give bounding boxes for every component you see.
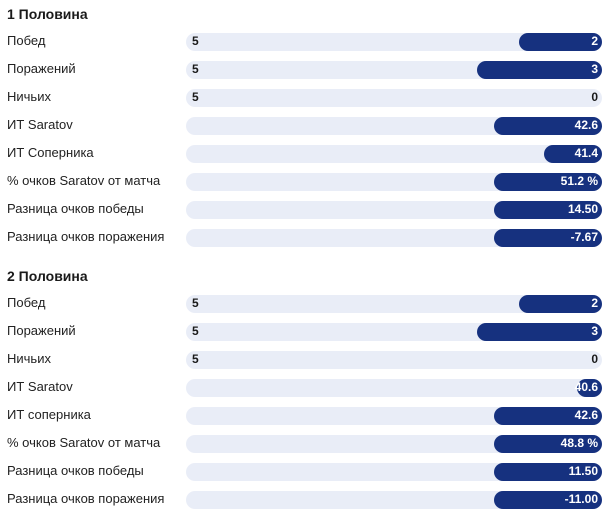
- stat-label: ИТ Saratov: [7, 379, 73, 394]
- games-count: 5: [192, 296, 199, 310]
- stat-bar-track: -11.00: [186, 491, 602, 509]
- games-count: 5: [192, 352, 199, 366]
- stat-row: ИТ Saratov 40.6: [0, 378, 607, 398]
- stat-label: Побед: [7, 33, 46, 48]
- stat-value: -11.00: [564, 492, 598, 506]
- stat-value: 11.50: [568, 464, 598, 478]
- stat-value: 3: [591, 62, 598, 76]
- stat-row: ИТ Saratov 42.6: [0, 116, 607, 136]
- stat-row: Разница очков победы 11.50: [0, 462, 607, 482]
- stat-value: 41.4: [574, 146, 598, 160]
- section-title: 1 Половина: [7, 6, 88, 22]
- stat-row: ИТ соперника 42.6: [0, 406, 607, 426]
- stat-label: % очков Saratov от матча: [7, 173, 161, 188]
- stat-row: Разница очков поражения -11.00: [0, 490, 607, 510]
- stat-row: Побед 5 2: [0, 32, 607, 52]
- stat-value: 2: [591, 296, 598, 310]
- stat-bar-fill: 11.50: [494, 463, 602, 481]
- stat-value: 2: [591, 34, 598, 48]
- stat-row: % очков Saratov от матча 51.2 %: [0, 172, 607, 192]
- games-count: 5: [192, 324, 199, 338]
- stat-bar-track: 42.6: [186, 117, 602, 135]
- stat-bar-fill: 42.6: [494, 407, 602, 425]
- stat-row: Поражений 5 3: [0, 60, 607, 80]
- stat-bar-fill: 48.8 %: [494, 435, 602, 453]
- stat-row: Ничьих 5 0: [0, 88, 607, 108]
- stat-bar-track: 42.6: [186, 407, 602, 425]
- stat-bar-track: -7.67: [186, 229, 602, 247]
- stat-value: 14.50: [567, 202, 598, 216]
- stat-bar-fill: 2: [519, 33, 602, 51]
- stat-bar-fill: -11.00: [494, 491, 602, 509]
- stat-row: Поражений 5 3: [0, 322, 607, 342]
- stat-label: Разница очков поражения: [7, 491, 165, 506]
- stat-bar-track: 11.50: [186, 463, 602, 481]
- stat-bar-fill: 41.4: [544, 145, 602, 163]
- stat-bar-fill: 3: [477, 323, 602, 341]
- stat-bar-fill: 3: [477, 61, 602, 79]
- stat-row: Побед 5 2: [0, 294, 607, 314]
- stat-row: Разница очков поражения -7.67: [0, 228, 607, 248]
- stat-label: Побед: [7, 295, 46, 310]
- stat-bar-track: 41.4: [186, 145, 602, 163]
- stat-bar-track: 14.50: [186, 201, 602, 219]
- stat-label: % очков Saratov от матча: [7, 435, 161, 450]
- stat-bar-fill: 40.6: [574, 379, 602, 397]
- stat-label: Поражений: [7, 61, 76, 76]
- stat-bar-fill: 42.6: [494, 117, 602, 135]
- stat-bar-fill: 14.50: [494, 201, 602, 219]
- stat-value: 42.6: [574, 408, 598, 422]
- stat-value: 0: [591, 90, 598, 104]
- stat-label: Ничьих: [7, 89, 51, 104]
- stat-label: ИТ Соперника: [7, 145, 94, 160]
- stat-row: Разница очков победы 14.50: [0, 200, 607, 220]
- stat-value: 3: [591, 324, 598, 338]
- stat-label: Ничьих: [7, 351, 51, 366]
- stat-bar-fill: 51.2 %: [494, 173, 602, 191]
- stat-bar-fill: 2: [519, 295, 602, 313]
- stat-row: ИТ Соперника 41.4: [0, 144, 607, 164]
- stat-bar-fill: -7.67: [494, 229, 602, 247]
- stat-label: ИТ Saratov: [7, 117, 73, 132]
- stat-bar-track: 40.6: [186, 379, 602, 397]
- stat-label: Разница очков победы: [7, 201, 144, 216]
- stat-label: ИТ соперника: [7, 407, 91, 422]
- games-count: 5: [192, 62, 199, 76]
- games-count: 5: [192, 90, 199, 104]
- stat-label: Разница очков победы: [7, 463, 144, 478]
- stat-bar-track: 48.8 %: [186, 435, 602, 453]
- stat-value: 0: [591, 352, 598, 366]
- stat-row: Ничьих 5 0: [0, 350, 607, 370]
- stat-bar-track: 51.2 %: [186, 173, 602, 191]
- stat-label: Поражений: [7, 323, 76, 338]
- stat-label: Разница очков поражения: [7, 229, 165, 244]
- stat-value: -7.67: [570, 230, 598, 244]
- stat-row: % очков Saratov от матча 48.8 %: [0, 434, 607, 454]
- stat-value: 51.2 %: [560, 174, 598, 188]
- games-count: 5: [192, 34, 199, 48]
- stat-value: 48.8 %: [560, 436, 598, 450]
- section-title: 2 Половина: [7, 268, 88, 284]
- stat-value: 40.6: [574, 380, 598, 394]
- stat-value: 42.6: [574, 118, 598, 132]
